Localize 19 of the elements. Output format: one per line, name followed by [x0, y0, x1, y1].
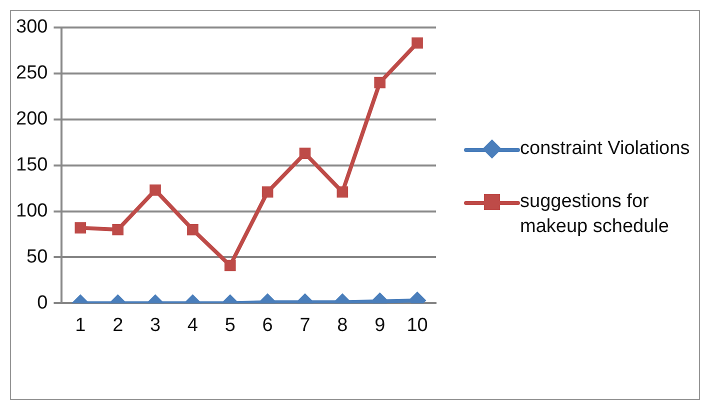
x-tick-label: 6: [262, 314, 273, 336]
x-tick-label: 3: [150, 314, 161, 336]
y-tick-label: 150: [16, 154, 48, 176]
y-tick-label: 100: [16, 200, 48, 222]
x-tick-label: 7: [300, 314, 310, 336]
x-tick-label: 8: [337, 314, 348, 336]
x-tick-label: 10: [406, 314, 428, 336]
y-tick-label: 200: [16, 108, 48, 130]
y-tick-label: 0: [37, 292, 48, 314]
legend-label: suggestions for makeup schedule: [520, 190, 670, 239]
y-tick-label: 50: [26, 246, 48, 268]
x-tick-label: 1: [75, 314, 86, 336]
x-tick-label: 2: [112, 314, 124, 336]
y-tick-label: 250: [16, 62, 48, 84]
y-tick-label: 300: [16, 16, 48, 38]
legend-label: constraint Violations: [520, 137, 690, 161]
x-tick-label: 5: [224, 314, 236, 336]
x-tick-label: 4: [187, 314, 198, 336]
x-tick-label: 9: [374, 314, 386, 336]
